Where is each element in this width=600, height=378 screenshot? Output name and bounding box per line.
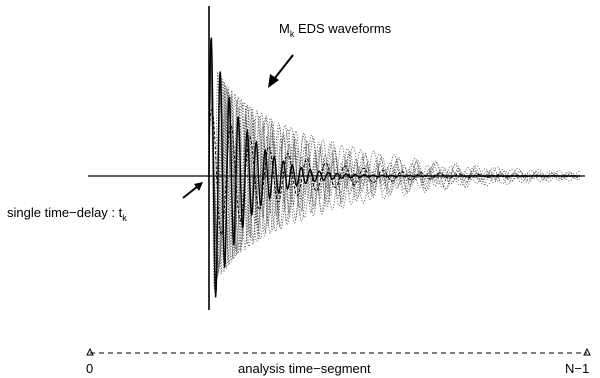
segment-caption: analysis time−segment bbox=[238, 361, 371, 376]
eds-waveform-trace bbox=[208, 72, 580, 273]
waveforms-arrow bbox=[268, 54, 294, 88]
time-delay-label: single time−delay : tk bbox=[7, 205, 127, 223]
eds-waveform-trace bbox=[208, 69, 581, 275]
eds-waveform-family bbox=[208, 52, 581, 290]
dashed-eds-waveform bbox=[208, 108, 580, 235]
delay-arrow bbox=[182, 182, 203, 199]
eds-waveform-trace bbox=[208, 75, 581, 268]
segment-start-label: 0 bbox=[86, 361, 93, 376]
solid-eds-waveform bbox=[208, 37, 580, 298]
eds-waveform-trace bbox=[208, 55, 580, 287]
eds-waveform-trace bbox=[208, 62, 580, 281]
eds-waveform-trace bbox=[208, 79, 580, 266]
start-marker bbox=[86, 347, 94, 356]
end-marker bbox=[583, 347, 591, 356]
waveforms-label: Mk EDS waveforms bbox=[279, 21, 392, 39]
segment-end-label: N−1 bbox=[565, 361, 589, 376]
eds-waveform-trace bbox=[208, 66, 581, 278]
analysis-segment-axis bbox=[86, 347, 591, 356]
